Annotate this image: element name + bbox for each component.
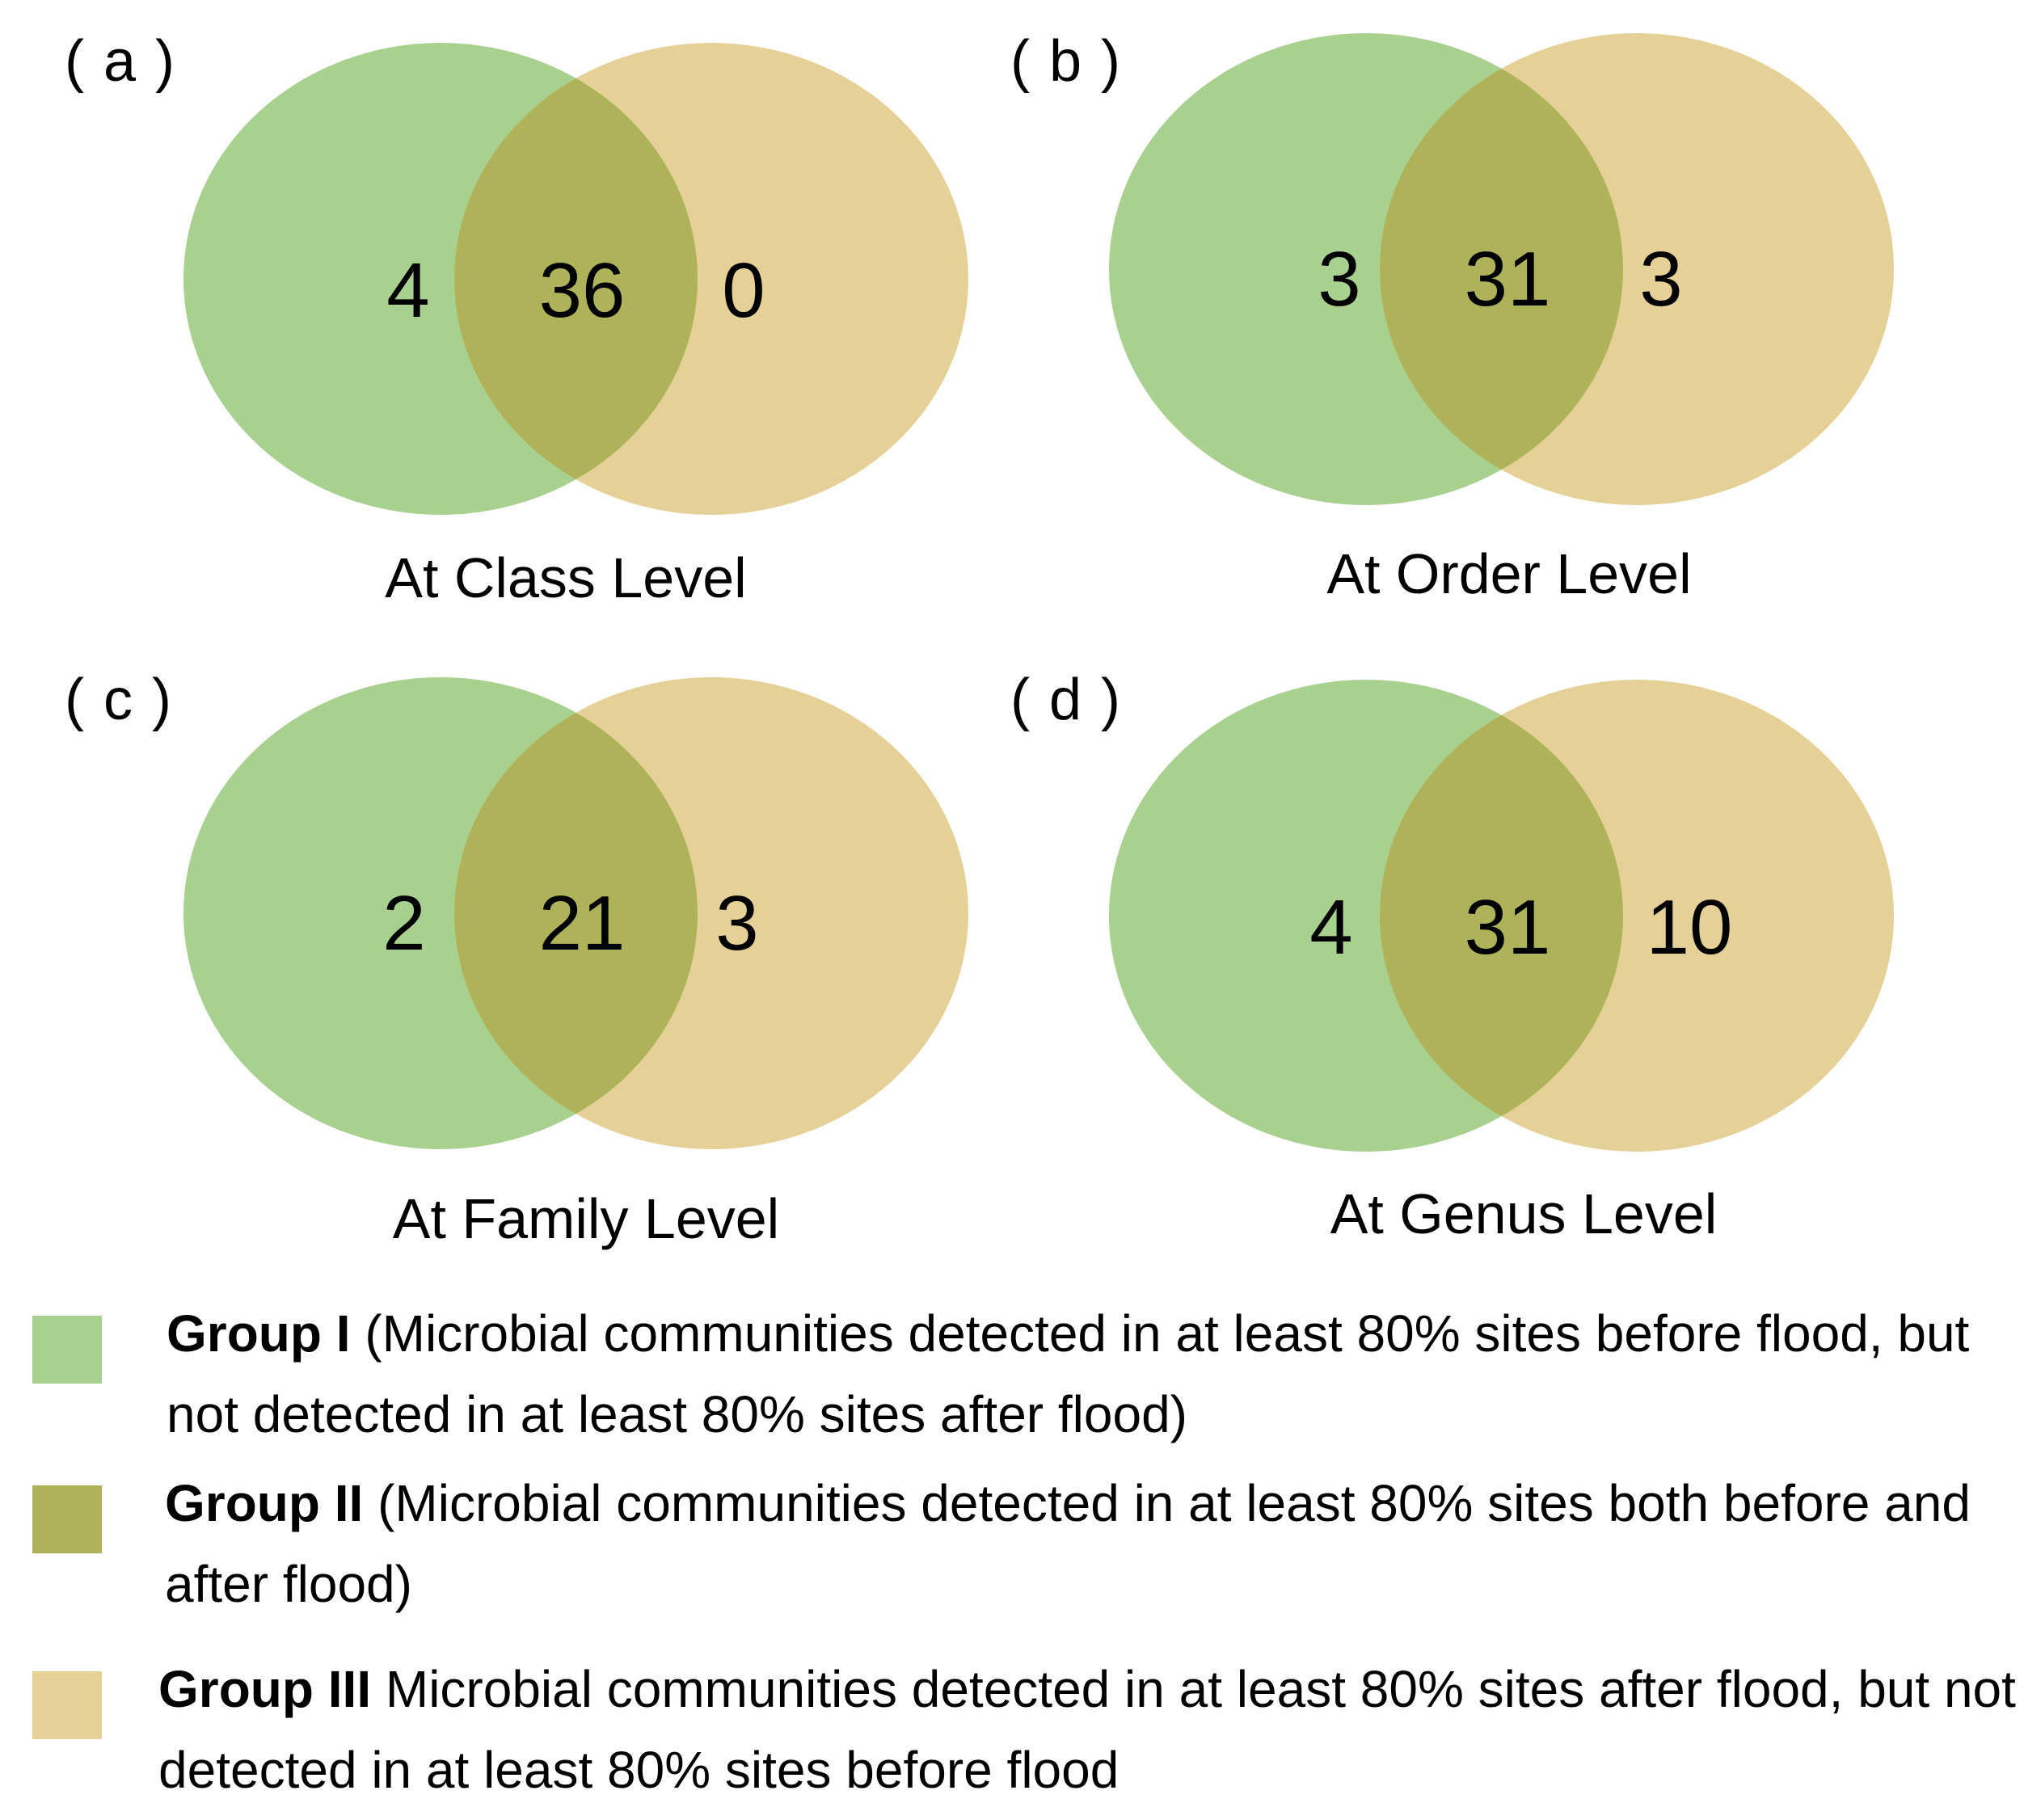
panel-label: ( b ) bbox=[1010, 29, 1123, 94]
left-only-count: 3 bbox=[1318, 236, 1360, 322]
left-only-count: 2 bbox=[382, 880, 425, 967]
panel-label: ( d ) bbox=[1010, 668, 1123, 732]
legend-swatch-group-2 bbox=[32, 1485, 102, 1553]
legend-group-name: Group II bbox=[165, 1474, 364, 1532]
venn-diagram: 4 36 0 bbox=[183, 43, 968, 515]
group-2-overlap bbox=[454, 43, 698, 515]
right-only-count: 3 bbox=[715, 880, 758, 967]
legend-group-name: Group I bbox=[167, 1304, 351, 1363]
legend-swatch-group-3 bbox=[32, 1671, 102, 1739]
panel-caption: At Family Level bbox=[392, 1187, 780, 1250]
legend-group-description: (Microbial communities detected in at le… bbox=[165, 1474, 1971, 1613]
venn-diagram: 2 21 3 bbox=[183, 677, 968, 1149]
right-only-count: 0 bbox=[722, 247, 765, 334]
overlap-count: 31 bbox=[1465, 236, 1551, 322]
right-only-count: 10 bbox=[1647, 884, 1733, 971]
venn-diagram: 3 31 3 bbox=[1109, 33, 1894, 505]
panel-caption: At Class Level bbox=[385, 546, 747, 609]
left-only-count: 4 bbox=[1309, 884, 1352, 971]
group-2-overlap bbox=[454, 677, 698, 1149]
legend-group-name: Group III bbox=[158, 1660, 372, 1718]
left-only-count: 4 bbox=[386, 247, 429, 334]
legend-group-description: (Microbial communities detected in at le… bbox=[167, 1304, 1970, 1443]
overlap-count: 36 bbox=[539, 247, 626, 334]
legend-group-description: Microbial communities detected in at lea… bbox=[158, 1660, 2016, 1799]
group-2-overlap bbox=[1380, 33, 1623, 505]
legend-swatch-group-1 bbox=[32, 1316, 102, 1384]
right-only-count: 3 bbox=[1639, 236, 1682, 322]
panel-caption: At Genus Level bbox=[1330, 1182, 1718, 1245]
overlap-count: 21 bbox=[539, 880, 626, 967]
venn-panel-family: ( c ) 2 21 3 At Family Level bbox=[0, 638, 970, 1277]
overlap-count: 31 bbox=[1465, 884, 1551, 971]
panel-label: ( c ) bbox=[65, 668, 173, 732]
venn-panel-order: ( b ) 3 31 3 At Order Level bbox=[926, 0, 1895, 638]
panel-label: ( a ) bbox=[65, 29, 177, 94]
venn-diagram: 4 31 10 bbox=[1109, 680, 1894, 1152]
panel-caption: At Order Level bbox=[1326, 542, 1692, 605]
venn-panel-genus: ( d ) 4 31 10 At Genus Level bbox=[926, 638, 1895, 1277]
venn-panel-class: ( a ) 4 36 0 At Class Level bbox=[0, 0, 970, 638]
group-2-overlap bbox=[1380, 680, 1623, 1152]
